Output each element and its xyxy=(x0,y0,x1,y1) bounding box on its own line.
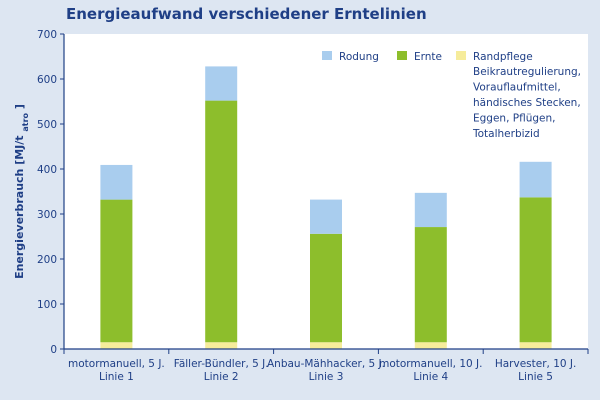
y-tick-label-400: 400 xyxy=(37,164,57,176)
bar-rodung-1 xyxy=(100,164,133,200)
bar-randpflege-3 xyxy=(310,342,342,349)
legend-annotation-line-4: Eggen, Pflügen, xyxy=(473,113,555,125)
x-tick-label-1: motormanuell, 5 J. Linie 1 xyxy=(68,358,165,383)
legend-swatch-randpflege xyxy=(456,51,466,60)
bar-randpflege-5 xyxy=(519,342,552,349)
x-tick-label-3-line-1: Anbau-Mähhacker, 5 J. xyxy=(267,358,385,370)
legend-annotation-line-3: händisches Stecken, xyxy=(473,97,581,109)
y-axis-label-close: ] xyxy=(13,104,26,109)
y-axis-label-main: Energieverbrauch [MJ/t xyxy=(13,135,26,278)
bar-rodung-4 xyxy=(414,192,447,228)
x-tick-label-2-line-1: Fäller-Bündler, 5 J. xyxy=(174,358,269,370)
bar-rodung-2 xyxy=(205,66,238,101)
x-tick-label-1-line-2: Linie 1 xyxy=(99,371,134,383)
legend-annotation-line-1: Beikrautregulierung, xyxy=(473,66,581,78)
bar-randpflege-2 xyxy=(205,342,238,349)
x-tick-label-5-line-1: Harvester, 10 J. xyxy=(495,358,577,370)
legend-swatch-ernte xyxy=(397,51,407,60)
legend-label-ernte: Ernte xyxy=(414,51,442,63)
chart-title: Energieaufwand verschiedener Erntelinien xyxy=(66,5,427,23)
y-tick-label-300: 300 xyxy=(37,209,57,221)
y-tick-label-600: 600 xyxy=(37,74,57,86)
bar-rodung-3 xyxy=(310,199,342,234)
bar-ernte-2 xyxy=(205,100,238,343)
x-tick-label-4-line-1: motormanuell, 10 J. xyxy=(379,358,482,370)
y-tick-label-0: 0 xyxy=(50,344,57,356)
bar-ernte-5 xyxy=(519,197,552,343)
x-tick-label-3: Anbau-Mähhacker, 5 J. Linie 3 xyxy=(267,358,385,383)
bar-ernte-4 xyxy=(414,227,447,343)
legend-label-rodung: Rodung xyxy=(339,51,379,63)
y-tick-label-100: 100 xyxy=(37,299,57,311)
legend-swatch-rodung xyxy=(322,51,332,60)
y-axis-label: Energieverbrauch [MJ/t atro ] xyxy=(13,104,30,279)
y-axis-label-subscript: atro xyxy=(21,112,30,131)
x-tick-label-5-line-2: Linie 5 xyxy=(518,371,553,383)
y-tick-label-500: 500 xyxy=(37,119,57,131)
legend-annotation-line-5: Totalherbizid xyxy=(472,128,540,140)
x-tick-label-5: Harvester, 10 J. Linie 5 xyxy=(495,358,577,383)
y-tick-label-700: 700 xyxy=(37,29,57,41)
x-tick-label-4-line-2: Linie 4 xyxy=(413,371,448,383)
bar-randpflege-4 xyxy=(414,342,447,349)
legend-label-randpflege: Randpflege xyxy=(473,51,533,63)
legend-annotation-line-2: Vorauflaufmittel, xyxy=(473,82,561,94)
bar-randpflege-1 xyxy=(100,342,133,349)
x-tick-label-3-line-2: Linie 3 xyxy=(309,371,344,383)
x-tick-label-2-line-2: Linie 2 xyxy=(204,371,239,383)
x-tick-label-1-line-1: motormanuell, 5 J. xyxy=(68,358,165,370)
bar-ernte-3 xyxy=(310,233,342,343)
bar-rodung-5 xyxy=(519,161,552,198)
y-tick-label-200: 200 xyxy=(37,254,57,266)
x-tick-label-4: motormanuell, 10 J. Linie 4 xyxy=(379,358,482,383)
x-tick-label-2: Fäller-Bündler, 5 J. Linie 2 xyxy=(174,358,269,383)
bar-ernte-1 xyxy=(100,199,133,343)
